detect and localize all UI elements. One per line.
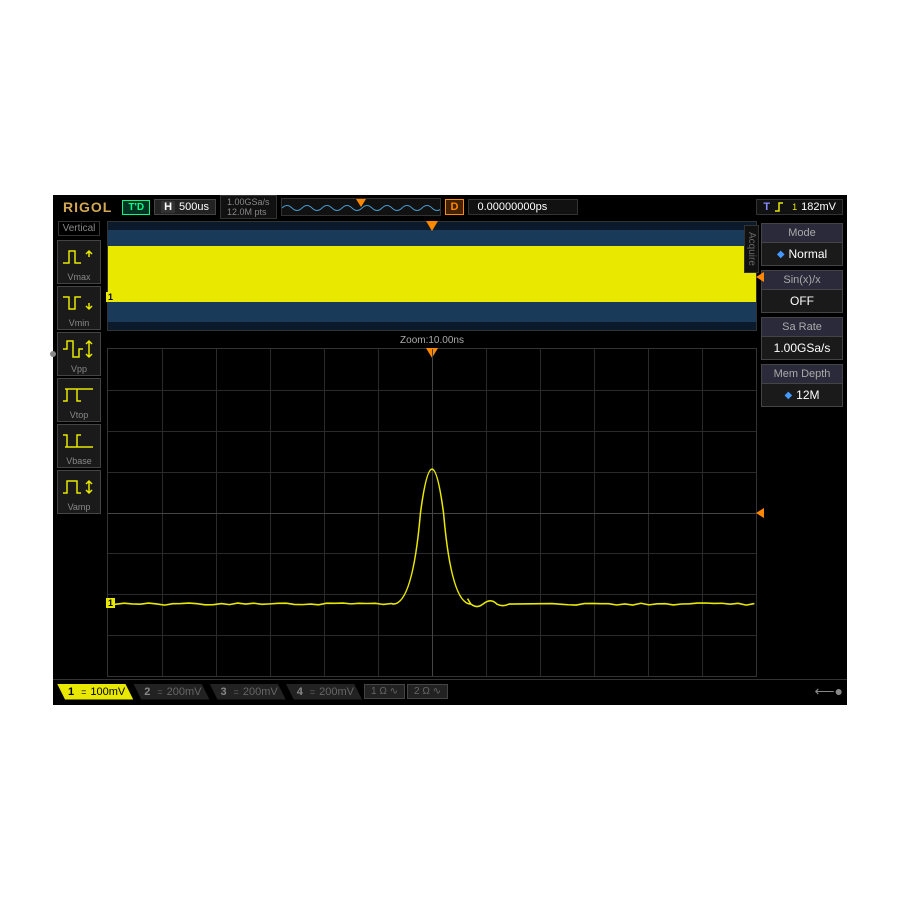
acquire-tab-label[interactable]: Acquire [744,225,759,273]
waveform-trace [108,349,756,676]
usb-icon: ⟵● [814,683,843,700]
trigger-level-value: 182mV [801,201,836,213]
impedance-indicator-1: 1 Ω ∿ [364,684,405,699]
trigger-position-marker-icon[interactable] [426,221,438,231]
trigger-level-marker-zoom[interactable] [756,508,764,518]
display-area: 1 Zoom:10.00ns 1 [105,219,759,679]
channel-status-bar: 1=100mV2=200mV3=200mV4=200mV 1 Ω ∿ 2 Ω ∿… [53,679,847,703]
menu-value[interactable]: OFF [761,290,843,313]
channel-tab-1[interactable]: 1=100mV [57,684,133,700]
sample-info: 1.00GSa/s 12.0M pts [220,195,277,219]
top-status-bar: RIGOL T'D H 500us 1.00GSa/s 12.0M pts D … [53,195,847,219]
channel-tab-3[interactable]: 3=200mV [210,684,286,700]
main-area: Vertical VmaxVminVppVtopVbaseVamp 1 Zoom… [53,219,847,679]
menu-header: Sin(x)/x [761,270,843,290]
menu-value[interactable]: ◆12M [761,384,843,407]
zoom-waveform-panel[interactable]: 1 [107,348,757,677]
menu-header: Sa Rate [761,317,843,337]
menu-group-memdepth[interactable]: Mem Depth◆12M [761,364,843,407]
measurement-sidebar: Vertical VmaxVminVppVtopVbaseVamp [53,219,105,679]
menu-group-mode[interactable]: Mode◆Normal [761,223,843,266]
trigger-label: T [763,201,770,213]
measure-button-vmin[interactable]: Vmin [57,286,101,330]
measure-button-vmax[interactable]: Vmax [57,240,101,284]
impedance-indicator-2: 2 Ω ∿ [407,684,448,699]
vertical-section-label: Vertical [58,221,101,236]
measure-button-vbase[interactable]: Vbase [57,424,101,468]
channel-tab-4[interactable]: 4=200mV [286,684,362,700]
menu-header: Mem Depth [761,364,843,384]
timebase-readout[interactable]: H 500us [154,199,216,215]
zoom-timebase-label: Zoom:10.00ns [107,333,757,348]
oscilloscope-screen: RIGOL T'D H 500us 1.00GSa/s 12.0M pts D … [53,195,847,705]
measure-button-vamp[interactable]: Vamp [57,470,101,514]
brand-logo: RIGOL [57,199,118,215]
horizontal-label: H [161,201,175,213]
menu-value[interactable]: 1.00GSa/s [761,337,843,360]
delay-badge: D [445,199,465,215]
menu-group-sarate[interactable]: Sa Rate1.00GSa/s [761,317,843,360]
run-status-badge: T'D [122,200,150,215]
channel-tab-2[interactable]: 2=200mV [133,684,209,700]
memory-map[interactable] [281,198,441,216]
menu-header: Mode [761,223,843,243]
trigger-readout[interactable]: T 1 182mV [756,199,843,215]
menu-group-sinxx[interactable]: Sin(x)/xOFF [761,270,843,313]
ch1-ground-marker-zoom[interactable]: 1 [106,598,115,608]
delay-readout[interactable]: 0.00000000ps [468,199,578,215]
ch1-ground-marker[interactable]: 1 [106,292,115,302]
menu-sidebar: Mode◆NormalSin(x)/xOFFSa Rate1.00GSa/sMe… [759,219,847,679]
menu-value[interactable]: ◆Normal [761,243,843,266]
trigger-level-marker-overview[interactable] [756,272,764,282]
overview-waveform-panel[interactable]: 1 [107,221,757,331]
measure-button-vpp[interactable]: Vpp [57,332,101,376]
timebase-value: 500us [179,201,209,213]
trigger-edge-icon [774,201,788,213]
measure-button-vtop[interactable]: Vtop [57,378,101,422]
